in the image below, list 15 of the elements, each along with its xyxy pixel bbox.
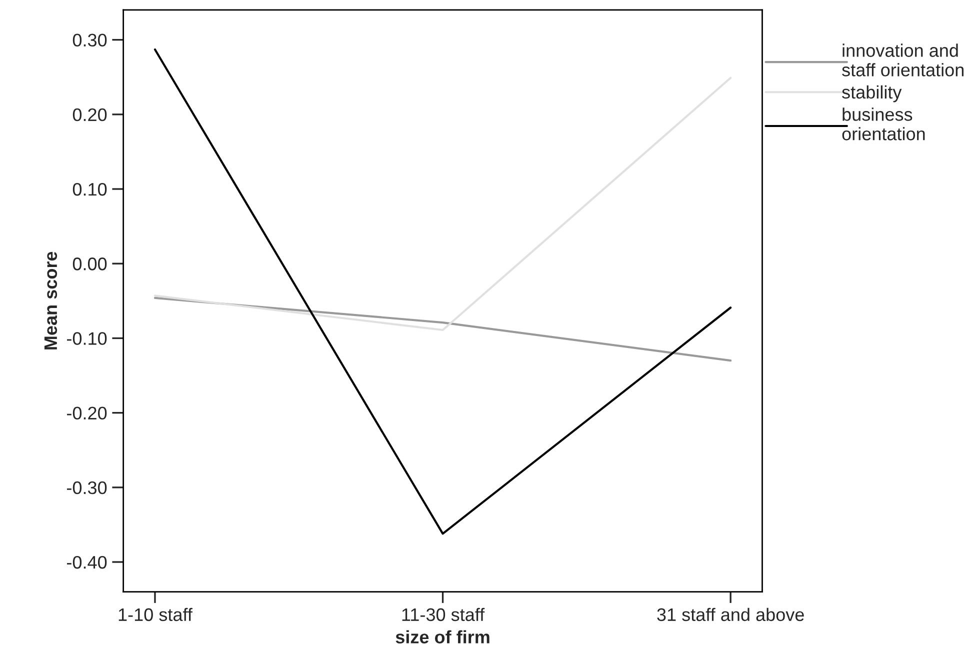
x-tick-label: 11-30 staff xyxy=(402,608,485,622)
y-tick-label: -0.20 xyxy=(66,406,107,420)
y-tick-label: 0.00 xyxy=(72,258,107,270)
x-tick-label: 31 staff and above xyxy=(657,608,804,622)
y-tick-label: 0.10 xyxy=(72,182,107,196)
legend-label: stability xyxy=(842,85,902,102)
x-axis-title: size of firm xyxy=(396,630,490,644)
x-tick-label: 1-10 staff xyxy=(118,608,192,622)
legend-label: business orientation xyxy=(842,108,925,140)
y-tick-label: 0.30 xyxy=(72,34,107,47)
y-tick-label: 0.20 xyxy=(72,108,107,122)
y-tick-label: -0.30 xyxy=(66,481,107,494)
y-axis-title: Mean score xyxy=(44,252,58,350)
y-tick-label: -0.40 xyxy=(66,556,107,569)
y-tick-label: -0.10 xyxy=(66,332,107,345)
